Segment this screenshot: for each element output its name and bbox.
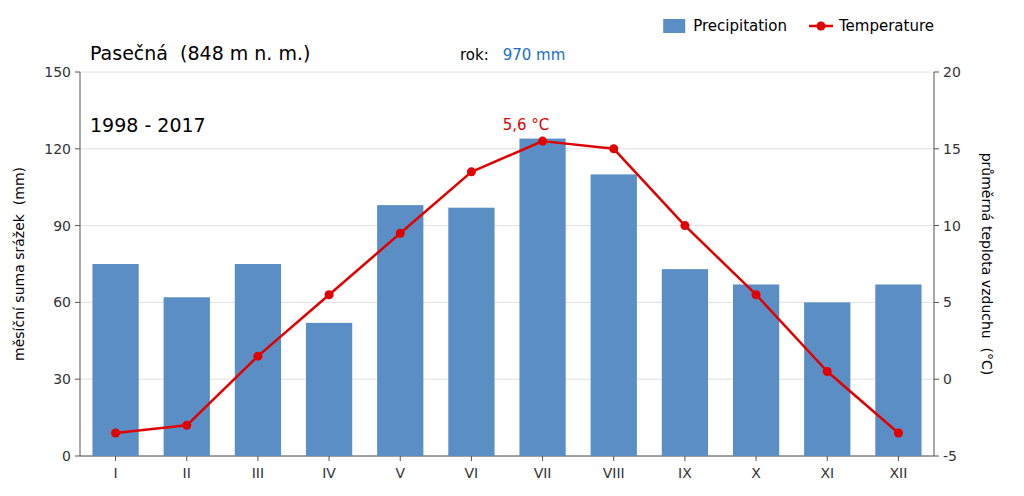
tick: [934, 72, 939, 73]
marker: [823, 367, 832, 376]
tick: [542, 456, 543, 461]
tick: [934, 379, 939, 380]
tick-label: 20: [943, 64, 961, 80]
legend-symbol: [663, 19, 685, 33]
marker: [894, 428, 903, 437]
bar: [875, 284, 921, 456]
tick: [75, 148, 80, 149]
grid-line: [80, 148, 934, 149]
grid-line: [80, 225, 934, 226]
tick: [75, 302, 80, 303]
tick-label: 90: [53, 218, 71, 234]
tick-label: 60: [53, 294, 71, 310]
marker: [396, 229, 405, 238]
tick-label: 150: [44, 64, 71, 80]
tick: [756, 456, 757, 461]
tick-label: X: [751, 465, 761, 481]
tick-label: II: [183, 465, 191, 481]
tick: [934, 302, 939, 303]
annotation: 5,6 °C: [503, 116, 550, 134]
tick: [329, 456, 330, 461]
tick-label: I: [114, 465, 118, 481]
tick: [934, 225, 939, 226]
tick: [75, 379, 80, 380]
tick: [257, 456, 258, 461]
legend-item: Precipitation: [663, 17, 787, 35]
bar: [519, 139, 565, 456]
annotation: rok:: [460, 46, 489, 64]
axis-label: měsíční suma srážek (mm): [11, 167, 27, 361]
tick: [75, 72, 80, 73]
tick-label: V: [395, 465, 405, 481]
marker: [182, 421, 191, 430]
subtitle: 1998 - 2017: [90, 114, 206, 136]
bar: [662, 269, 708, 456]
grid-line: [80, 72, 934, 73]
tick-label: -5: [943, 448, 957, 464]
tick-label: VII: [534, 465, 552, 481]
tick-label: 5: [943, 294, 952, 310]
marker: [111, 428, 120, 437]
axes: 0306090120150-505101520IIIIIIIVVVIVIIVII…: [44, 64, 961, 481]
tick-label: XI: [820, 465, 834, 481]
bar: [235, 264, 281, 456]
tick-label: 0: [62, 448, 71, 464]
tick: [186, 456, 187, 461]
legend: Precipitation Temperature: [663, 17, 934, 35]
grid: [80, 72, 934, 456]
marker: [538, 137, 547, 146]
bar: [306, 323, 352, 456]
bar: [92, 264, 138, 456]
marker: [467, 167, 476, 176]
line: [116, 141, 899, 433]
marker: [253, 352, 262, 361]
axis-line: [934, 72, 935, 456]
bar: [448, 208, 494, 456]
tick-label: 15: [943, 141, 961, 157]
annotation: 970 mm: [503, 46, 566, 64]
tick-label: III: [252, 465, 264, 481]
chart: 0306090120150-505101520IIIIIIIVVVIVIIVII…: [0, 0, 1024, 496]
marker: [752, 290, 761, 299]
bar: [733, 284, 779, 456]
tick-label: IV: [322, 465, 336, 481]
tick: [934, 456, 939, 457]
tick: [934, 148, 939, 149]
legend-label: Precipitation: [693, 17, 787, 35]
tick-label: VIII: [603, 465, 625, 481]
tick-label: 120: [44, 141, 71, 157]
plot-area: [92, 137, 921, 456]
axis-label: průměrná teplota vzduchu (°C): [979, 153, 995, 376]
tick: [115, 456, 116, 461]
bar: [377, 205, 423, 456]
bar: [591, 174, 637, 456]
marker: [680, 221, 689, 230]
tick: [400, 456, 401, 461]
tick: [613, 456, 614, 461]
bar: [804, 302, 850, 456]
legend-symbol: [816, 22, 825, 31]
axis-line: [80, 72, 81, 456]
tick-label: VI: [465, 465, 479, 481]
tick-label: 30: [53, 371, 71, 387]
bar: [164, 297, 210, 456]
tick: [684, 456, 685, 461]
legend-item: Temperature: [809, 17, 934, 35]
legend-label: Temperature: [838, 17, 934, 35]
tick-label: IX: [678, 465, 692, 481]
marker: [325, 290, 334, 299]
tick-label: 0: [943, 371, 952, 387]
tick: [471, 456, 472, 461]
tick: [827, 456, 828, 461]
tick-label: XII: [889, 465, 907, 481]
marker: [609, 144, 618, 153]
title: Pasečná (848 m n. m.): [90, 42, 310, 64]
tick: [75, 456, 80, 457]
tick-label: 10: [943, 218, 961, 234]
tick: [75, 225, 80, 226]
tick: [898, 456, 899, 461]
